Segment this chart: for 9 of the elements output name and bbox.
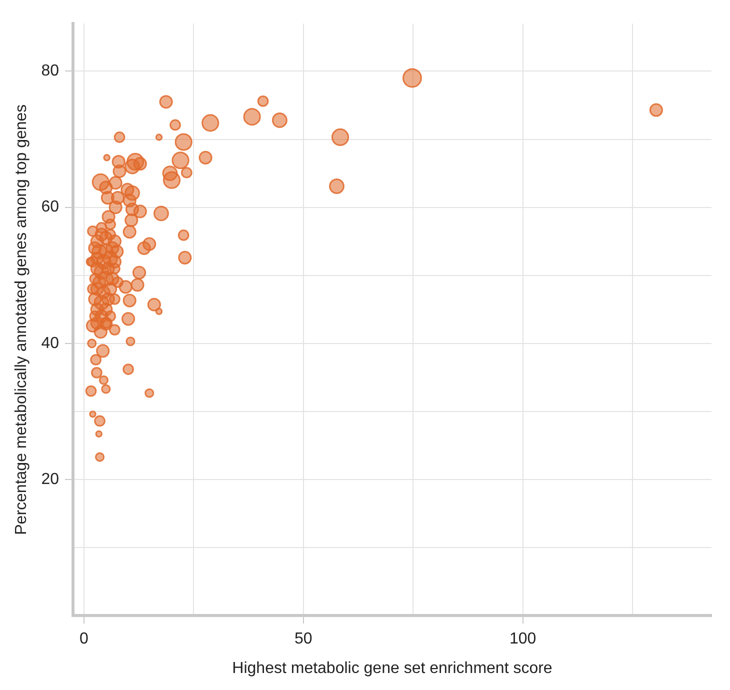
y-tick-label: 20 [41,470,60,488]
y-tick-label: 80 [41,62,60,80]
y-tick-label: 60 [41,198,60,216]
x-tick-label: 50 [294,630,312,648]
x-axis-title: Highest metabolic gene set enrichment score [232,660,552,677]
y-axis-title: Percentage metabolically annotated genes among top genes [13,104,30,535]
x-tick-label: 100 [509,630,536,648]
y-tick-label: 40 [41,334,60,352]
x-tick-label: 0 [80,630,89,648]
